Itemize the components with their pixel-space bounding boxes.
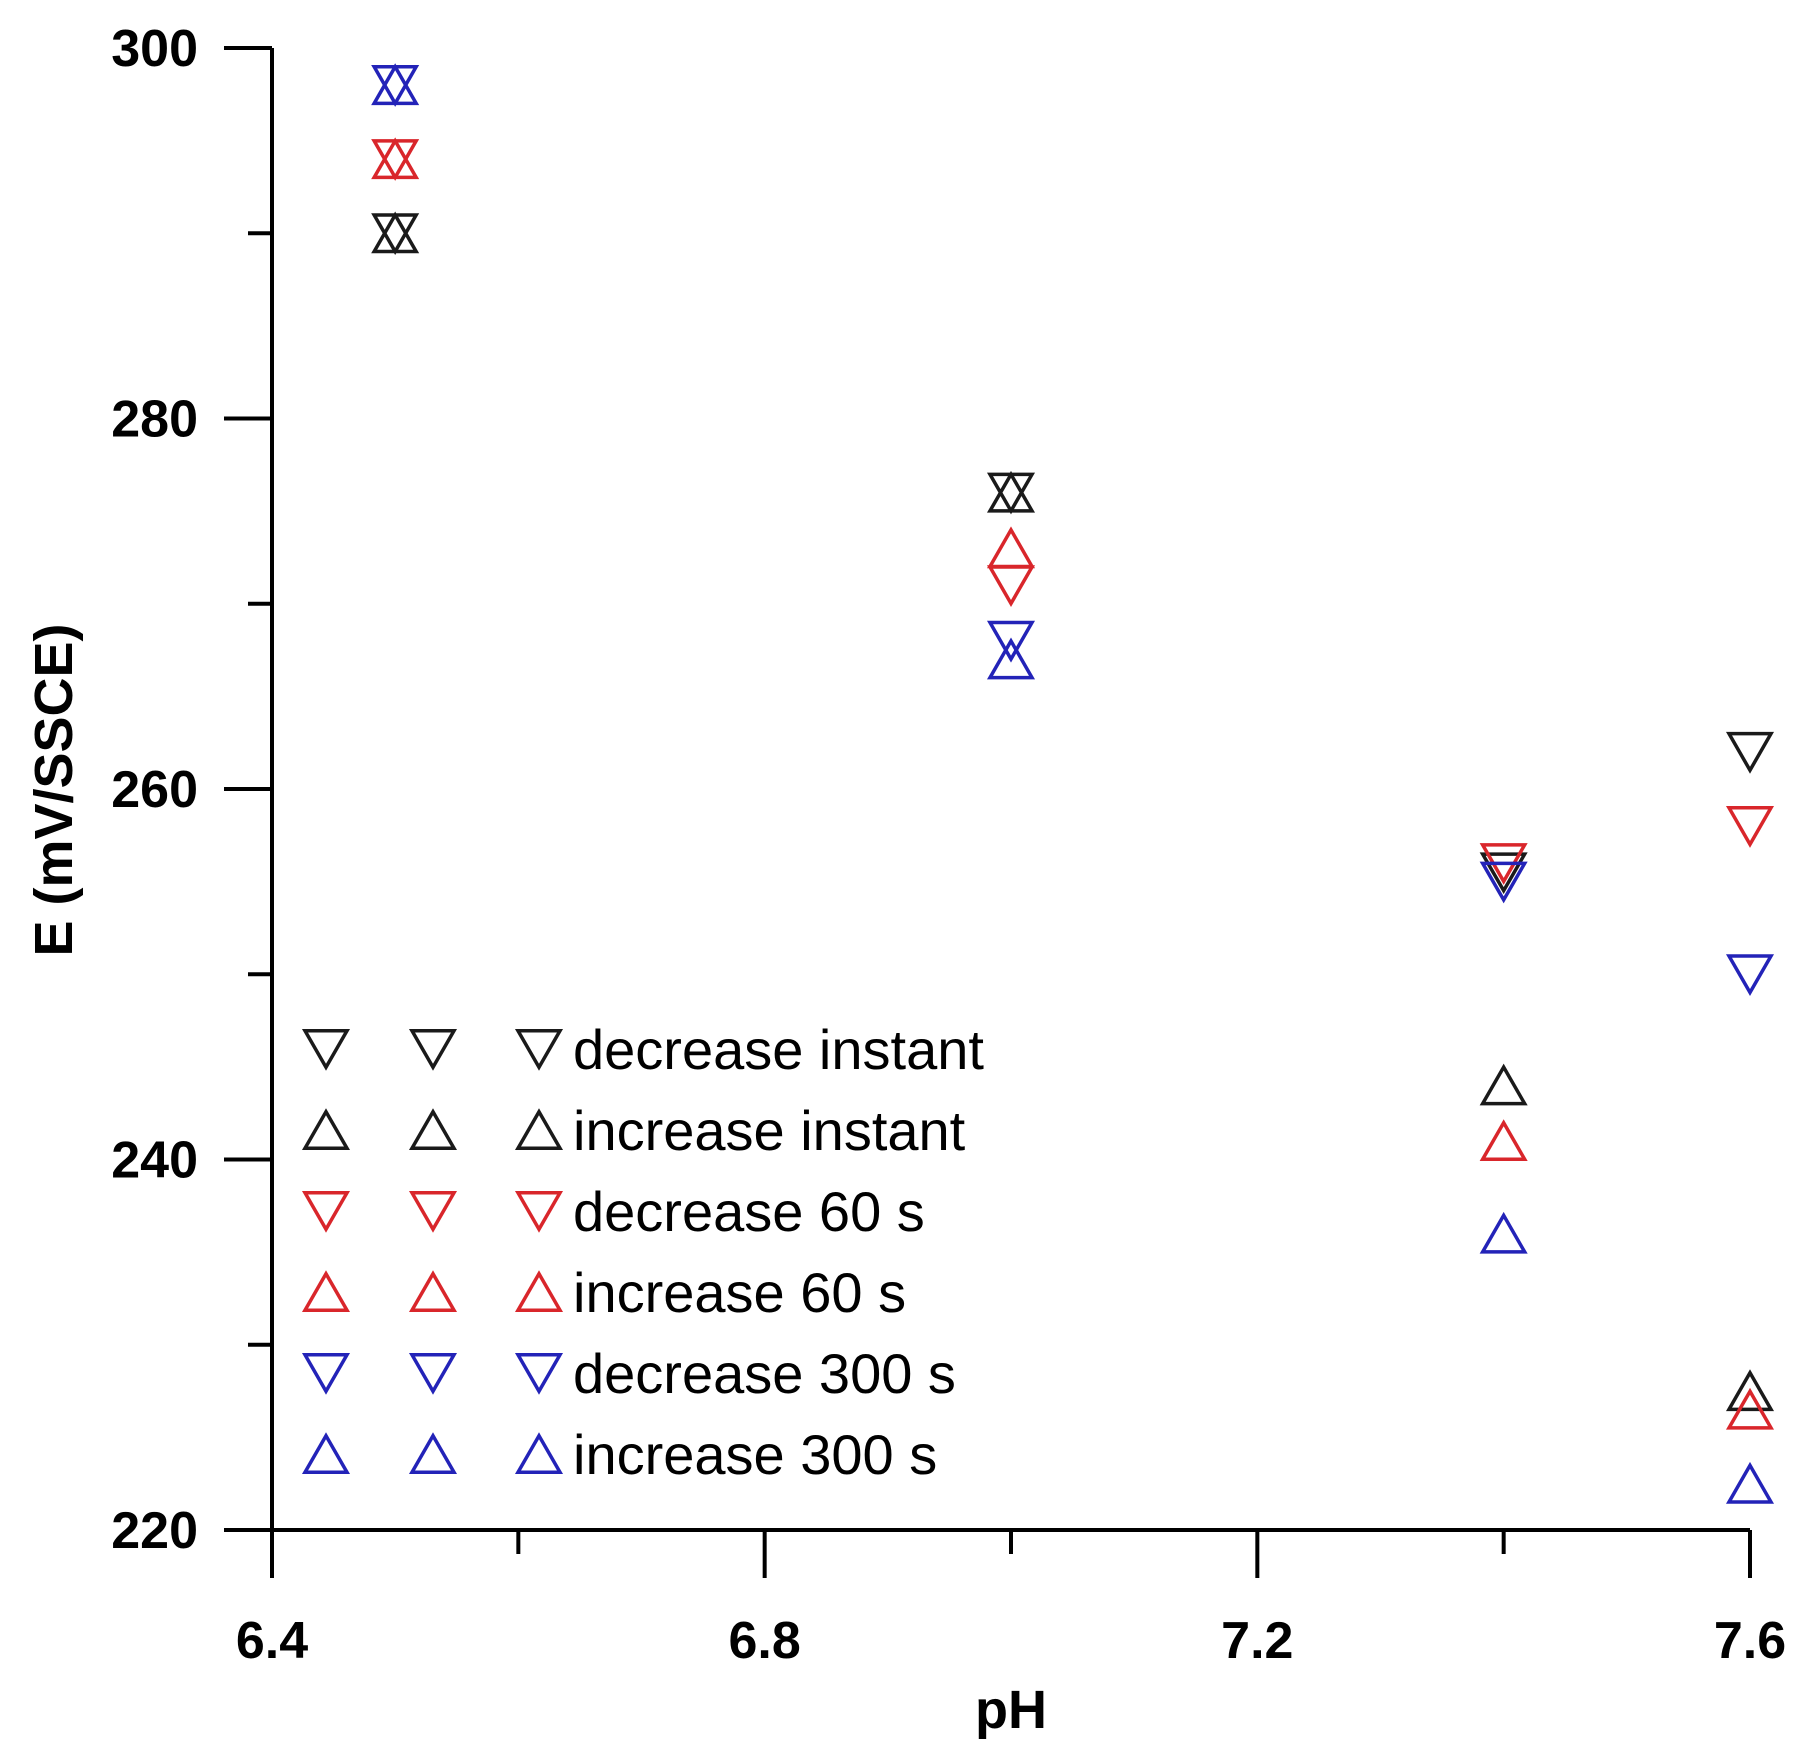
data-point-decrease-300-s [1725,954,1775,997]
data-point-decrease-instant [1479,852,1528,895]
legend-marker [514,1270,564,1313]
legend-marker [408,1352,458,1395]
data-point-increase-60-s [1479,1119,1528,1161]
legend-marker [514,1028,564,1071]
data-point-decrease-300-s [371,65,420,107]
legend-marker [408,1028,458,1071]
data-point-increase-300-s [986,637,1036,680]
data-points [371,63,1775,1504]
data-point-increase-instant [1725,1369,1775,1412]
legend-label: decrease 300 s [573,1342,956,1405]
data-point-increase-60-s [1725,1387,1775,1430]
data-point-decrease-300-s [986,620,1036,663]
y-tick-label: 260 [111,761,198,819]
x-tick-label: 6.8 [729,1612,801,1670]
data-point-decrease-60-s [371,139,420,181]
legend-marker [408,1432,458,1475]
data-point-increase-300-s [1479,1211,1528,1254]
legend-marker [301,1270,351,1313]
y-axis-title: E (mV/SSCE) [24,623,84,956]
legend-label: decrease 60 s [573,1180,925,1243]
legend-marker [514,1190,564,1233]
legend-marker [514,1432,564,1475]
legend-marker [301,1190,351,1233]
data-point-increase-instant [1479,1063,1528,1106]
data-point-decrease-instant [986,472,1036,515]
legend-marker [408,1270,458,1313]
legend-label: increase 60 s [573,1261,906,1324]
data-point-increase-300-s [1725,1461,1775,1504]
legend-marker [408,1190,458,1233]
x-tick-label: 6.4 [236,1612,308,1670]
legend-marker [301,1352,351,1395]
legend-marker [514,1108,564,1151]
legend-marker [301,1432,351,1475]
legend-marker [301,1108,351,1151]
data-point-increase-instant [371,211,420,254]
data-point-decrease-instant [1725,731,1775,774]
y-tick-label: 220 [111,1502,198,1560]
legend: decrease instant increase instant decrease… [301,1018,984,1486]
data-point-decrease-60-s [986,565,1036,608]
x-tick-label: 7.2 [1221,1612,1293,1670]
legend-marker [408,1108,458,1151]
legend-label: increase 300 s [573,1423,937,1486]
axes: pH E (mV/SSCE) [24,48,1750,1740]
data-point-decrease-60-s [1725,806,1775,848]
legend-label: decrease instant [573,1018,984,1081]
data-point-increase-instant [986,470,1036,513]
y-tick-label: 240 [111,1132,198,1190]
legend-marker [514,1352,564,1395]
y-tick-label: 280 [111,391,198,449]
legend-marker [301,1028,351,1071]
legend-label: increase instant [573,1099,966,1162]
data-point-decrease-instant [371,213,420,256]
data-point-decrease-300-s [1479,861,1528,904]
axis-ticks: 220 240 260 280 300 6.4 6.8 7.2 7.6 [111,20,1786,1670]
data-point-increase-60-s [986,526,1036,569]
y-tick-label: 300 [111,20,198,78]
data-point-increase-60-s [371,137,420,180]
data-point-increase-300-s [371,63,420,106]
x-axis-title: pH [975,1680,1047,1740]
x-tick-label: 7.6 [1714,1612,1786,1670]
